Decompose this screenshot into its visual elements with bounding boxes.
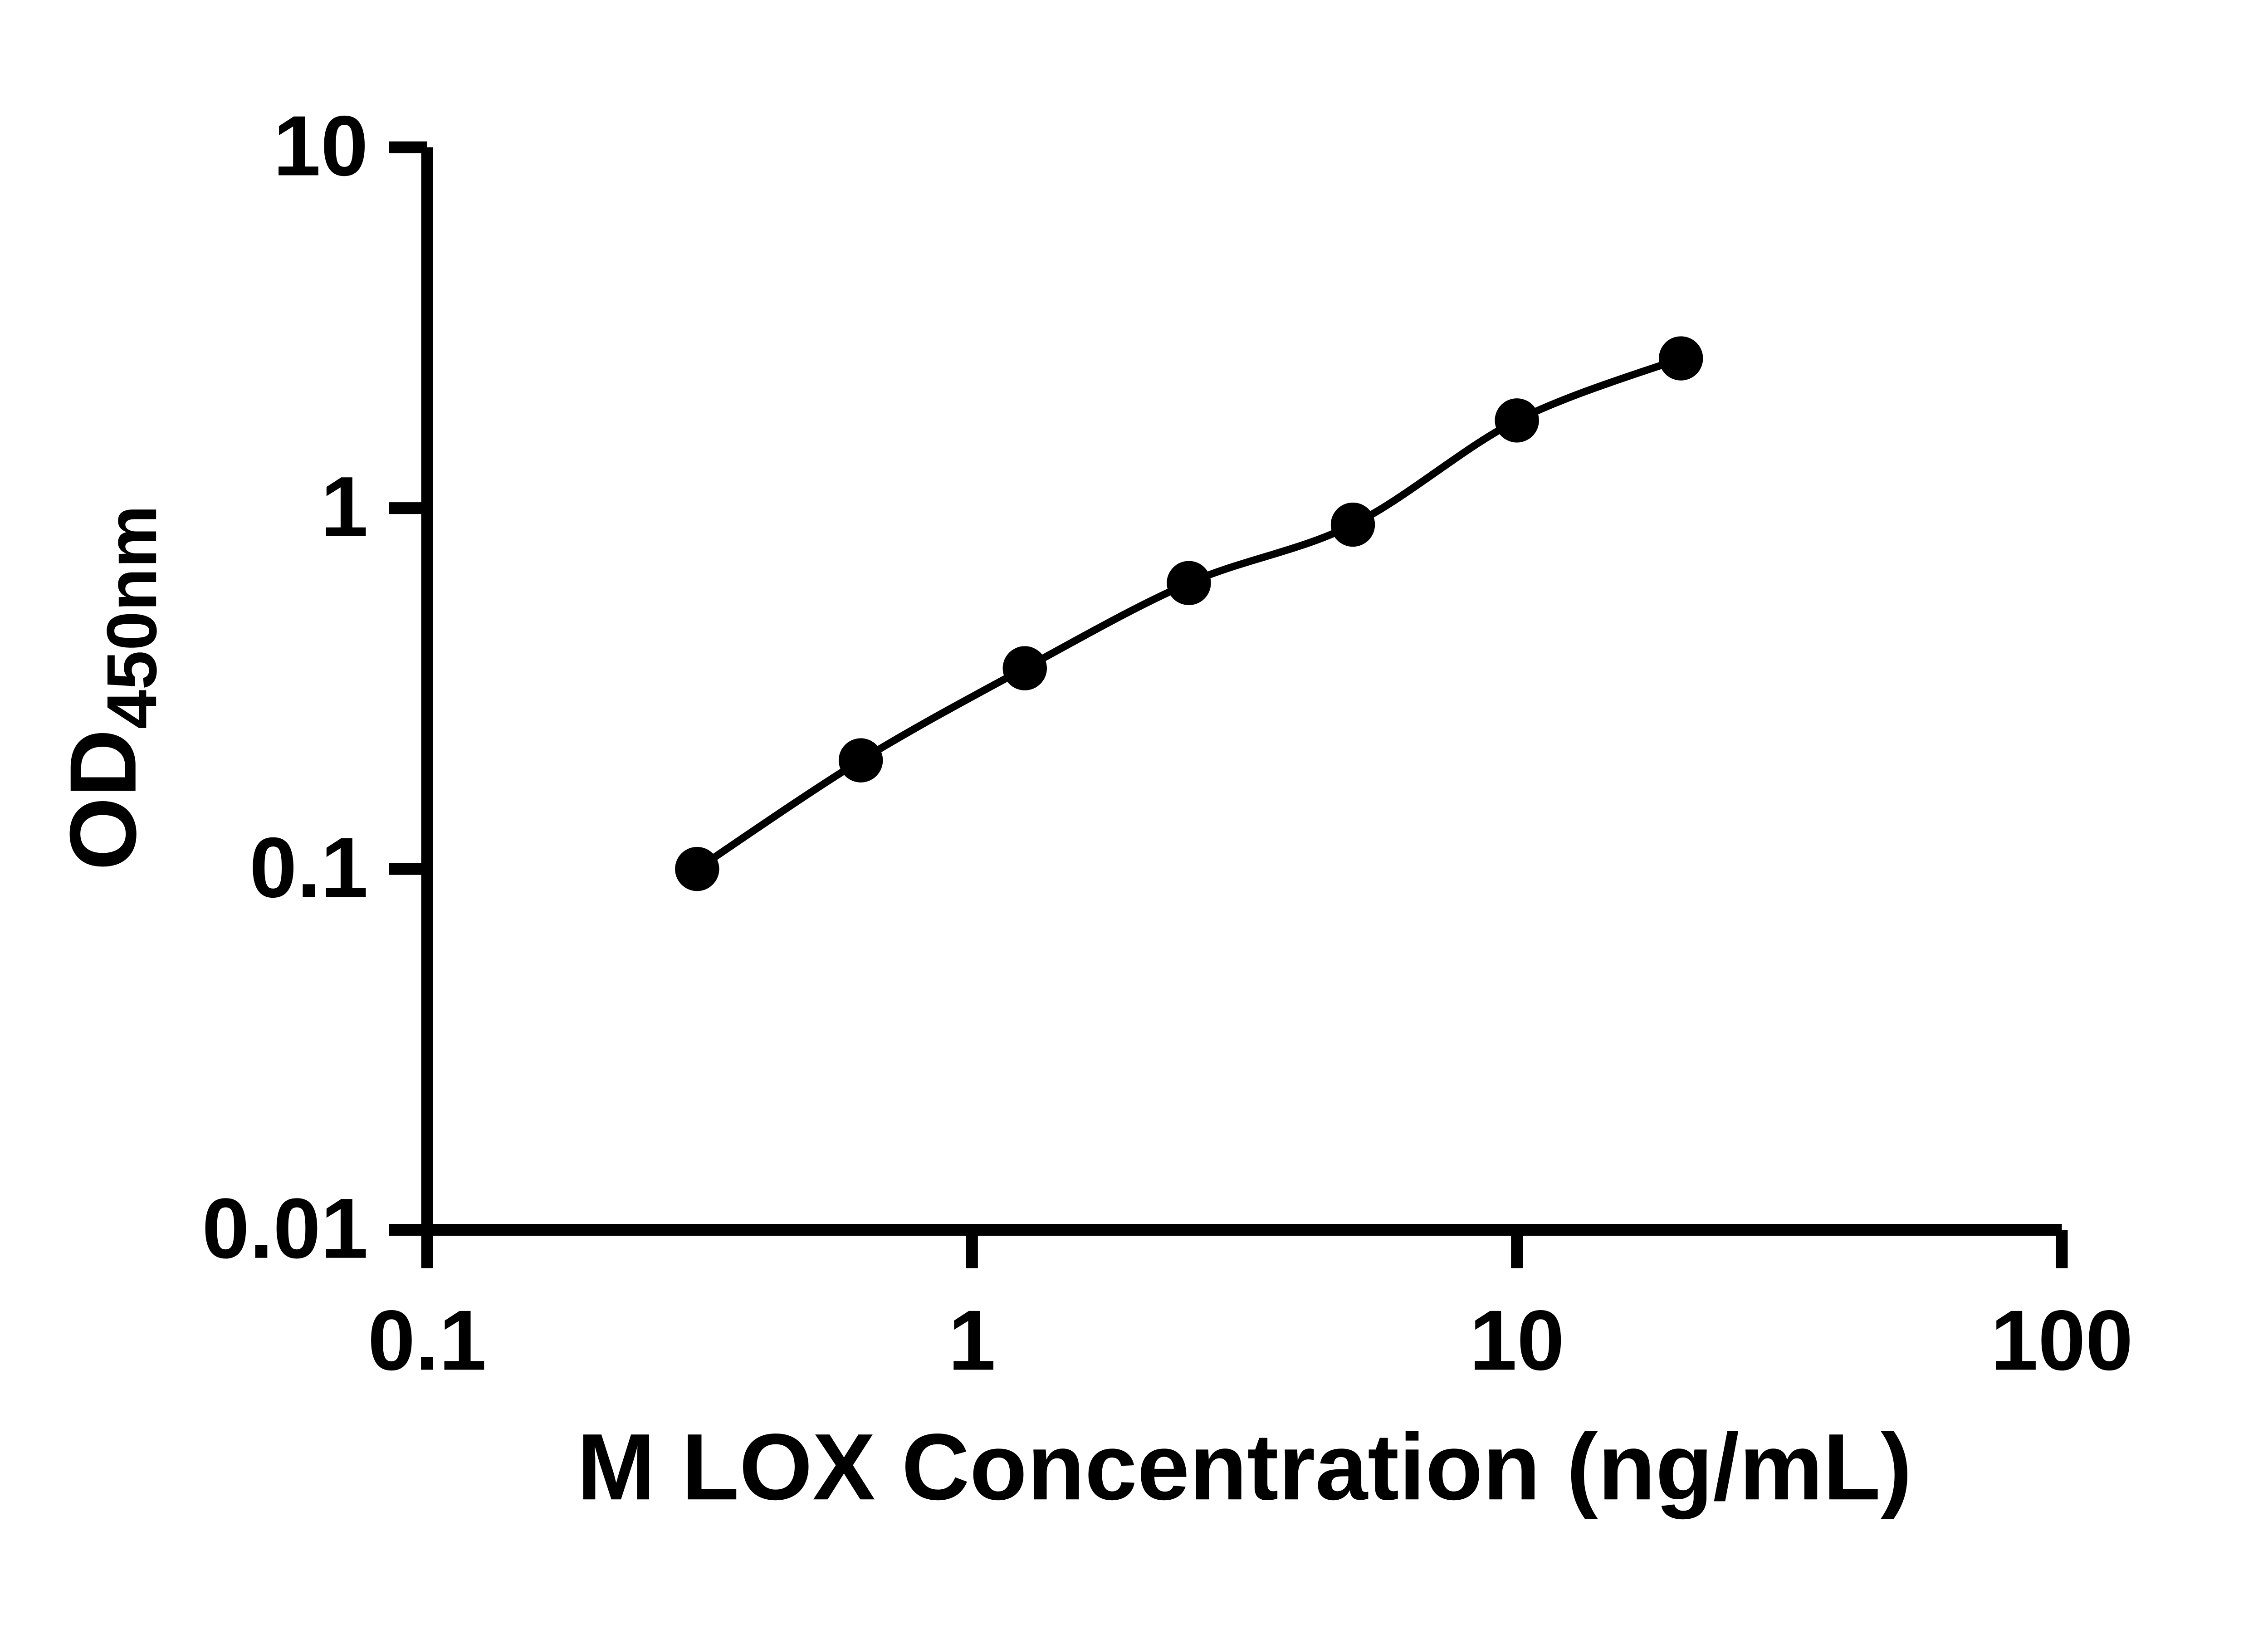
data-point-marker [1495,398,1539,443]
x-axis-title: M LOX Concentration (ng/mL) [577,1414,1912,1520]
data-point-marker [1330,502,1375,547]
y-axis-title-subscript: 450nm [93,505,171,729]
x-axis-tick-label: 0.1 [368,1292,487,1388]
data-point-marker [838,738,883,783]
y-axis-tick-label: 10 [273,98,368,193]
data-point-marker [675,846,719,891]
x-axis-tick-label: 100 [1990,1292,2133,1388]
y-axis-tick-label: 0.01 [202,1181,368,1276]
data-point-marker [1167,561,1211,605]
y-axis-tick-label: 0.1 [249,820,368,915]
y-axis-tick-label: 1 [321,459,368,554]
y-axis-title-main: OD [51,729,156,871]
x-axis-tick-label: 10 [1469,1292,1564,1388]
y-axis-title: OD450nm [51,505,171,871]
axes [421,147,2062,1236]
data-point-marker [1659,336,1703,381]
elisa-standard-curve-figure: 0.1 1 10 100 0.01 0.1 1 10 M LOX Concentration (… [50,98,2133,1520]
data-point-marker [1002,646,1047,690]
x-axis-tick-label: 1 [948,1292,996,1388]
